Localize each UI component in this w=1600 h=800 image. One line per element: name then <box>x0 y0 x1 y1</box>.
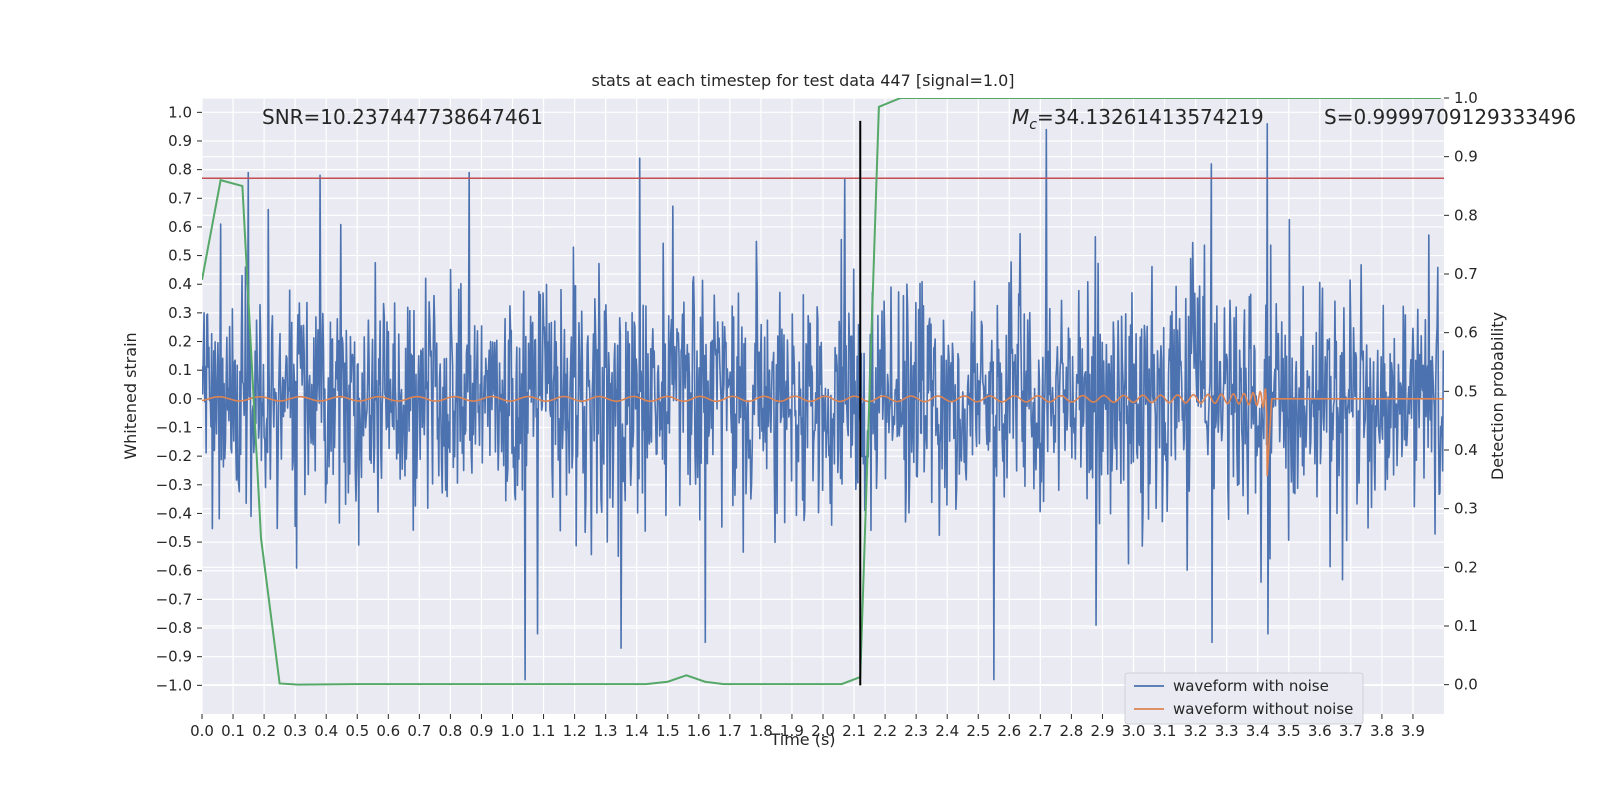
y2-tick-label: 0.1 <box>1454 617 1478 635</box>
x-axis-ticks: 0.0 0.1 0.2 0.3 0.4 0.5 0.6 0.7 0.8 0.9 1.0 1.1 1.2 1… <box>190 714 1425 740</box>
x-tick-label: 1.0 <box>501 722 525 740</box>
x-tick-label: 1.5 <box>656 722 680 740</box>
y-tick-label: 0.3 <box>168 304 192 322</box>
x-tick-label: 3.9 <box>1401 722 1425 740</box>
y2-tick-label: 0.7 <box>1454 265 1478 283</box>
x-tick-label: 2.9 <box>1091 722 1115 740</box>
chirp-mass-symbol: M <box>1012 105 1029 129</box>
x-tick-label: 2.0 <box>811 722 835 740</box>
y-tick-label: −0.7 <box>156 590 192 608</box>
x-tick-label: 1.9 <box>780 722 804 740</box>
x-tick-label: 2.6 <box>997 722 1021 740</box>
x-tick-label: 1.8 <box>749 722 773 740</box>
x-tick-label: 3.6 <box>1308 722 1332 740</box>
y-tick-label: −0.4 <box>156 504 192 522</box>
y-axis-label: Whitened strain <box>121 332 140 459</box>
waveform-without-noise-line <box>202 388 1444 477</box>
y2-tick-label: 0.8 <box>1454 206 1478 224</box>
snr-annotation: SNR=10.237447738647461 <box>262 105 543 129</box>
x-tick-label: 2.8 <box>1059 722 1083 740</box>
legend-box <box>1124 672 1364 725</box>
x-tick-label: 0.4 <box>314 722 338 740</box>
y-tick-label: −0.9 <box>156 648 192 666</box>
series-waveform-without-noise <box>202 388 1444 477</box>
x-tick-label: 2.7 <box>1028 722 1052 740</box>
legend-label-clean: waveform without noise <box>1173 700 1353 718</box>
y2-tick-label: 0.2 <box>1454 558 1478 576</box>
x-axis-label: Time (s) <box>769 730 835 749</box>
y2-tick-label: 0.0 <box>1454 676 1478 694</box>
y-tick-label: 0.0 <box>168 390 192 408</box>
x-tick-label: 3.7 <box>1339 722 1363 740</box>
y2-tick-label: 1.0 <box>1454 89 1478 107</box>
y-axis-ticks: 1.0 0.9 0.8 0.7 0.6 0.5 0.4 0.3 0.2 0.1 0.0 −0.1 −0.… <box>156 103 202 694</box>
chirp-mass-value: =34.13261413574219 <box>1037 105 1264 129</box>
y-tick-label: 1.0 <box>168 103 192 121</box>
x-tick-label: 0.1 <box>221 722 245 740</box>
y-tick-label: −0.3 <box>156 476 192 494</box>
x-tick-label: 1.4 <box>625 722 649 740</box>
y2-tick-label: 0.4 <box>1454 441 1478 459</box>
x-tick-label: 0.7 <box>407 722 431 740</box>
x-tick-label: 1.7 <box>718 722 742 740</box>
y-tick-label: −0.5 <box>156 533 192 551</box>
x-tick-label: 1.1 <box>532 722 556 740</box>
y2-tick-label: 0.3 <box>1454 500 1478 518</box>
chart-title: stats at each timestep for test data 447… <box>591 71 1014 90</box>
x-tick-label: 3.8 <box>1370 722 1394 740</box>
x-tick-label: 0.2 <box>252 722 276 740</box>
plot-area <box>202 98 1444 686</box>
y-tick-label: −0.1 <box>156 418 192 436</box>
x-tick-label: 2.2 <box>873 722 897 740</box>
x-tick-label: 1.6 <box>687 722 711 740</box>
x-tick-label: 0.0 <box>190 722 214 740</box>
x-tick-label: 3.3 <box>1215 722 1239 740</box>
x-tick-label: 2.1 <box>842 722 866 740</box>
detection-probability-line <box>202 98 1441 686</box>
y-tick-label: 0.8 <box>168 161 192 179</box>
x-tick-label: 3.1 <box>1153 722 1177 740</box>
x-tick-label: 0.6 <box>376 722 400 740</box>
y2-tick-label: 0.5 <box>1454 382 1478 400</box>
x-tick-label: 3.2 <box>1184 722 1208 740</box>
x-tick-label: 1.3 <box>594 722 618 740</box>
y-tick-label: 0.1 <box>168 361 192 379</box>
x-tick-label: 2.5 <box>966 722 990 740</box>
y2-tick-label: 0.6 <box>1454 324 1478 342</box>
x-tick-label: 2.4 <box>935 722 959 740</box>
x-tick-label: 0.9 <box>470 722 494 740</box>
y-tick-label: 0.4 <box>168 275 192 293</box>
x-tick-label: 0.8 <box>438 722 462 740</box>
series-waveform-with-noise <box>202 122 1444 681</box>
y-tick-label: 0.9 <box>168 132 192 150</box>
x-tick-label: 0.3 <box>283 722 307 740</box>
y2-tick-label: 0.9 <box>1454 148 1478 166</box>
y-tick-label: −0.2 <box>156 447 192 465</box>
y-tick-label: 0.7 <box>168 189 192 207</box>
y2-axis-label: Detection probability <box>1488 312 1507 480</box>
x-tick-label: 3.4 <box>1246 722 1270 740</box>
x-tick-label: 0.5 <box>345 722 369 740</box>
chirp-mass-subscript: c <box>1029 117 1037 133</box>
y-tick-label: −0.6 <box>156 562 192 580</box>
x-tick-label: 1.2 <box>563 722 587 740</box>
y-tick-label: 0.6 <box>168 218 192 236</box>
series-detection-probability <box>202 98 1441 686</box>
waveform-with-noise-line <box>202 122 1444 681</box>
legend: waveform with noise waveform without noi… <box>1124 672 1364 725</box>
legend-label-noise: waveform with noise <box>1173 677 1329 695</box>
y-tick-label: −0.8 <box>156 619 192 637</box>
x-tick-label: 3.5 <box>1277 722 1301 740</box>
y-tick-label: 0.2 <box>168 333 192 351</box>
y-tick-label: −1.0 <box>156 676 192 694</box>
significance-annotation: S=0.9999709129333496 <box>1324 105 1576 129</box>
x-tick-label: 3.0 <box>1122 722 1146 740</box>
chirp-mass-annotation: Mc=34.13261413574219 <box>1012 105 1264 133</box>
y-tick-label: 0.5 <box>168 247 192 265</box>
y2-axis-ticks: 1.0 0.9 0.8 0.7 0.6 0.5 0.4 0.3 0.2 0.1 0.0 <box>1444 89 1478 694</box>
x-tick-label: 2.3 <box>904 722 928 740</box>
